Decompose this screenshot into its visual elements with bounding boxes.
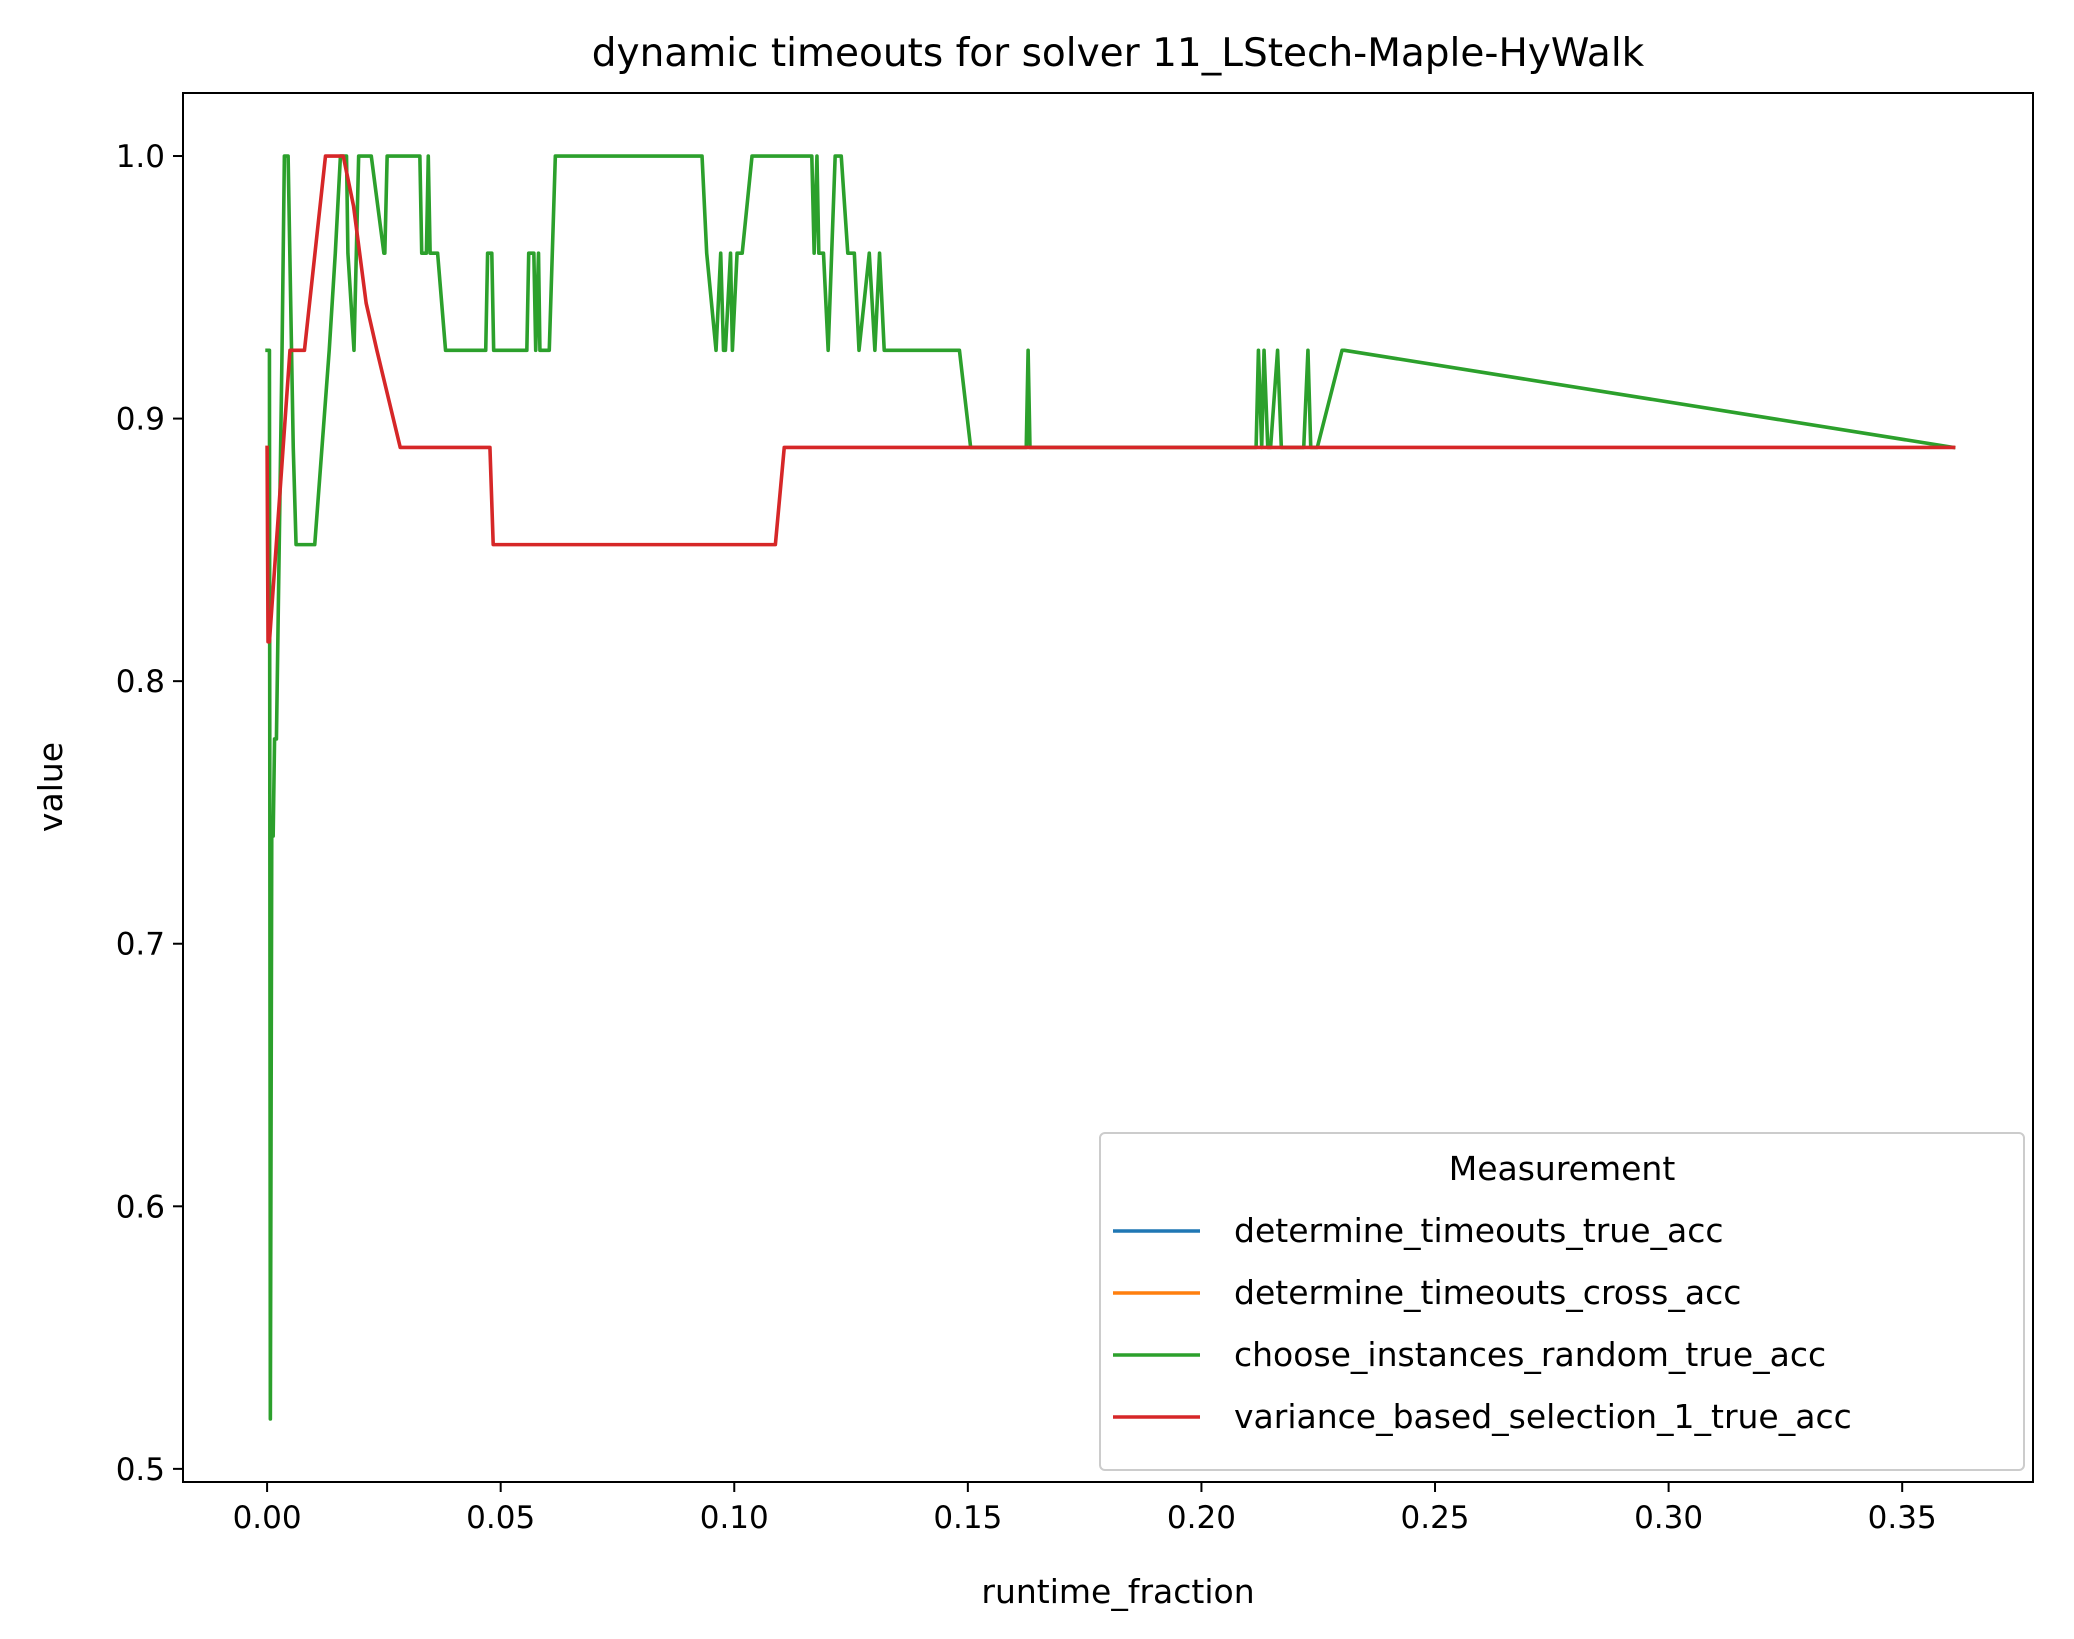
plot-area-frame	[182, 92, 2034, 1483]
x-axis: 0.00 0.05 0.10 0.15 0.20 0.25 0.30 0.35	[233, 1482, 1937, 1536]
y-tick-label: 0.6	[116, 1189, 165, 1225]
legend-title: Measurement	[1449, 1149, 1676, 1188]
y-tick-label: 1.0	[116, 139, 165, 175]
legend-label: variance_based_selection_1_true_acc	[1234, 1397, 1852, 1436]
x-tick-label: 0.35	[1868, 1500, 1937, 1536]
x-tick-label: 0.10	[700, 1500, 769, 1536]
y-tick-label: 0.9	[116, 402, 165, 438]
legend-label: determine_timeouts_cross_acc	[1234, 1273, 1741, 1312]
series-layer	[265, 154, 1956, 1421]
y-tick-label: 0.7	[116, 927, 165, 963]
y-tick-label: 0.5	[116, 1452, 165, 1488]
y-axis: 0.5 0.6 0.7 0.8 0.9 1.0	[116, 139, 183, 1488]
x-tick-label: 0.15	[933, 1500, 1002, 1536]
chart-title: dynamic timeouts for solver 11_LStech-Ma…	[592, 31, 1645, 76]
legend-label: choose_instances_random_true_acc	[1234, 1335, 1826, 1374]
y-axis-label: value	[31, 742, 70, 832]
x-tick-label: 0.05	[466, 1500, 535, 1536]
x-tick-label: 0.20	[1167, 1500, 1236, 1536]
legend-label: determine_timeouts_true_acc	[1234, 1211, 1724, 1250]
y-tick-label: 0.8	[116, 664, 165, 700]
x-tick-label: 0.25	[1401, 1500, 1470, 1536]
series-line-variance-based-selection-1-true-acc	[265, 154, 1956, 644]
legend-box	[1099, 1132, 2025, 1471]
x-axis-label: runtime_fraction	[981, 1572, 1254, 1611]
x-tick-label: 0.30	[1634, 1500, 1703, 1536]
legend: Measurement determine_timeouts_true_accd…	[1099, 1132, 2025, 1471]
x-tick-label: 0.00	[233, 1500, 302, 1536]
